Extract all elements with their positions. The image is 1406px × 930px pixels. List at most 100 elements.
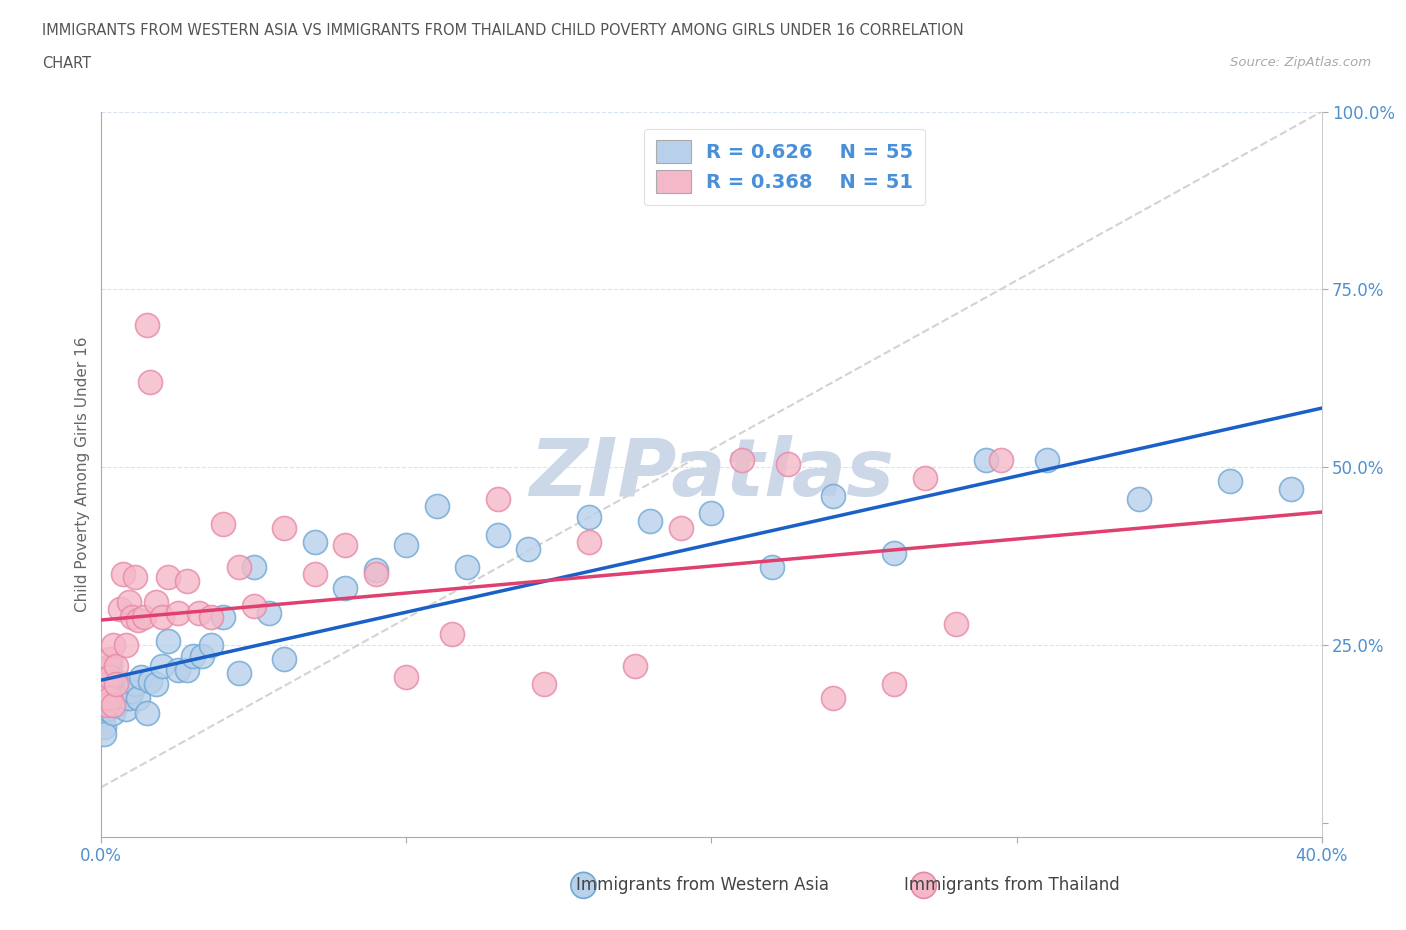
Point	[166, 605, 188, 620]
Point	[974, 453, 997, 468]
Point	[456, 559, 478, 574]
Point	[105, 698, 128, 713]
Point	[124, 570, 146, 585]
Point	[578, 510, 600, 525]
Text: ZIPatlas: ZIPatlas	[529, 435, 894, 513]
Point	[242, 559, 264, 574]
Point	[145, 595, 167, 610]
Point	[103, 638, 125, 653]
Text: IMMIGRANTS FROM WESTERN ASIA VS IMMIGRANTS FROM THAILAND CHILD POVERTY AMONG GIR: IMMIGRANTS FROM WESTERN ASIA VS IMMIGRAN…	[42, 23, 965, 38]
Point	[93, 670, 115, 684]
Point	[127, 691, 149, 706]
Point	[914, 471, 936, 485]
Point	[100, 677, 122, 692]
Point	[624, 658, 647, 673]
Point	[335, 580, 357, 595]
Point	[335, 538, 357, 552]
Point	[157, 570, 180, 585]
Point	[176, 574, 198, 589]
Point	[364, 563, 387, 578]
Point	[108, 680, 131, 695]
Point	[139, 673, 162, 688]
Point	[228, 666, 250, 681]
Point	[823, 488, 845, 503]
Point	[945, 617, 967, 631]
Point	[242, 598, 264, 613]
Point	[100, 658, 122, 673]
Point	[731, 453, 754, 468]
Point	[166, 662, 188, 677]
Point	[93, 691, 115, 706]
Point	[176, 662, 198, 677]
Point	[136, 317, 159, 332]
Point	[823, 691, 845, 706]
Point	[132, 609, 155, 624]
Point	[157, 634, 180, 649]
Point	[1036, 453, 1059, 468]
Point	[136, 705, 159, 720]
Point	[129, 670, 152, 684]
Point	[228, 559, 250, 574]
Point	[212, 609, 235, 624]
Point	[103, 691, 125, 706]
Point	[191, 648, 214, 663]
Point	[395, 670, 418, 684]
Point	[304, 535, 326, 550]
Point	[883, 677, 905, 692]
Point	[486, 492, 509, 507]
Point	[395, 538, 418, 552]
Point	[441, 627, 464, 642]
Point	[212, 517, 235, 532]
Point	[700, 506, 723, 521]
Point	[533, 677, 555, 692]
Point	[96, 673, 118, 688]
Point	[139, 375, 162, 390]
Point	[883, 545, 905, 560]
Point	[105, 673, 128, 688]
Point	[517, 541, 540, 556]
Point	[111, 691, 134, 706]
Point	[114, 701, 136, 716]
Point	[364, 566, 387, 581]
Point	[145, 677, 167, 692]
Point	[1219, 474, 1241, 489]
Point	[124, 677, 146, 692]
Legend: R = 0.626    N = 55, R = 0.368    N = 51: R = 0.626 N = 55, R = 0.368 N = 51	[644, 128, 925, 205]
Point	[96, 698, 118, 713]
Point	[200, 638, 222, 653]
Point	[761, 559, 783, 574]
Point	[426, 498, 449, 513]
Point	[93, 680, 115, 695]
Point	[1279, 481, 1302, 496]
Point	[103, 705, 125, 720]
Point	[257, 605, 280, 620]
Point	[121, 609, 143, 624]
Point	[93, 719, 115, 734]
Point	[118, 691, 141, 706]
Point	[776, 457, 799, 472]
Point	[114, 638, 136, 653]
Point	[273, 652, 295, 667]
Point	[578, 535, 600, 550]
Point	[640, 513, 662, 528]
Point	[111, 566, 134, 581]
Point	[93, 691, 115, 706]
Point	[96, 677, 118, 692]
Point	[200, 609, 222, 624]
Text: CHART: CHART	[42, 56, 91, 71]
Point	[100, 691, 122, 706]
Point	[121, 684, 143, 698]
Text: Immigrants from Thailand: Immigrants from Thailand	[904, 876, 1121, 895]
Point	[150, 658, 173, 673]
Point	[100, 652, 122, 667]
Point	[150, 609, 173, 624]
Point	[103, 698, 125, 713]
Point	[187, 605, 209, 620]
Point	[118, 595, 141, 610]
Text: Immigrants from Western Asia: Immigrants from Western Asia	[576, 876, 830, 895]
Point	[181, 648, 204, 663]
Point	[96, 687, 118, 702]
Point	[1128, 492, 1150, 507]
Point	[108, 602, 131, 617]
Point	[273, 520, 295, 535]
